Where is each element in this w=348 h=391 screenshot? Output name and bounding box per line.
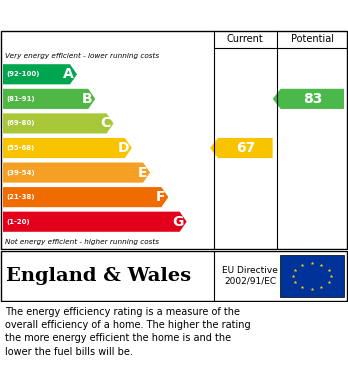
Polygon shape bbox=[3, 89, 95, 109]
Text: G: G bbox=[172, 215, 184, 229]
Text: (69-80): (69-80) bbox=[6, 120, 34, 126]
Text: England & Wales: England & Wales bbox=[6, 267, 191, 285]
Polygon shape bbox=[210, 138, 273, 158]
Text: C: C bbox=[100, 117, 111, 131]
Text: F: F bbox=[156, 190, 165, 204]
Text: The energy efficiency rating is a measure of the
overall efficiency of a home. T: The energy efficiency rating is a measur… bbox=[5, 307, 251, 357]
Polygon shape bbox=[3, 163, 150, 183]
Text: (21-38): (21-38) bbox=[6, 194, 34, 200]
Text: Current: Current bbox=[227, 34, 264, 44]
Text: (55-68): (55-68) bbox=[6, 145, 34, 151]
Text: EU Directive
2002/91/EC: EU Directive 2002/91/EC bbox=[222, 266, 278, 286]
Text: B: B bbox=[82, 92, 92, 106]
Text: A: A bbox=[63, 67, 74, 81]
Text: D: D bbox=[117, 141, 129, 155]
Bar bbox=[280, 255, 344, 297]
Text: (1-20): (1-20) bbox=[6, 219, 30, 225]
Polygon shape bbox=[3, 138, 132, 158]
Polygon shape bbox=[3, 64, 77, 84]
Polygon shape bbox=[3, 187, 168, 207]
Text: Very energy efficient - lower running costs: Very energy efficient - lower running co… bbox=[5, 53, 159, 59]
Polygon shape bbox=[273, 89, 344, 109]
Text: Potential: Potential bbox=[291, 34, 334, 44]
Text: 67: 67 bbox=[236, 141, 255, 155]
Text: (81-91): (81-91) bbox=[6, 96, 34, 102]
Polygon shape bbox=[3, 113, 113, 133]
Text: Not energy efficient - higher running costs: Not energy efficient - higher running co… bbox=[5, 239, 159, 245]
Polygon shape bbox=[3, 212, 187, 232]
Text: (39-54): (39-54) bbox=[6, 170, 34, 176]
Text: E: E bbox=[137, 165, 147, 179]
Text: (92-100): (92-100) bbox=[6, 71, 39, 77]
Text: Energy Efficiency Rating: Energy Efficiency Rating bbox=[9, 7, 219, 23]
Text: 83: 83 bbox=[303, 92, 322, 106]
